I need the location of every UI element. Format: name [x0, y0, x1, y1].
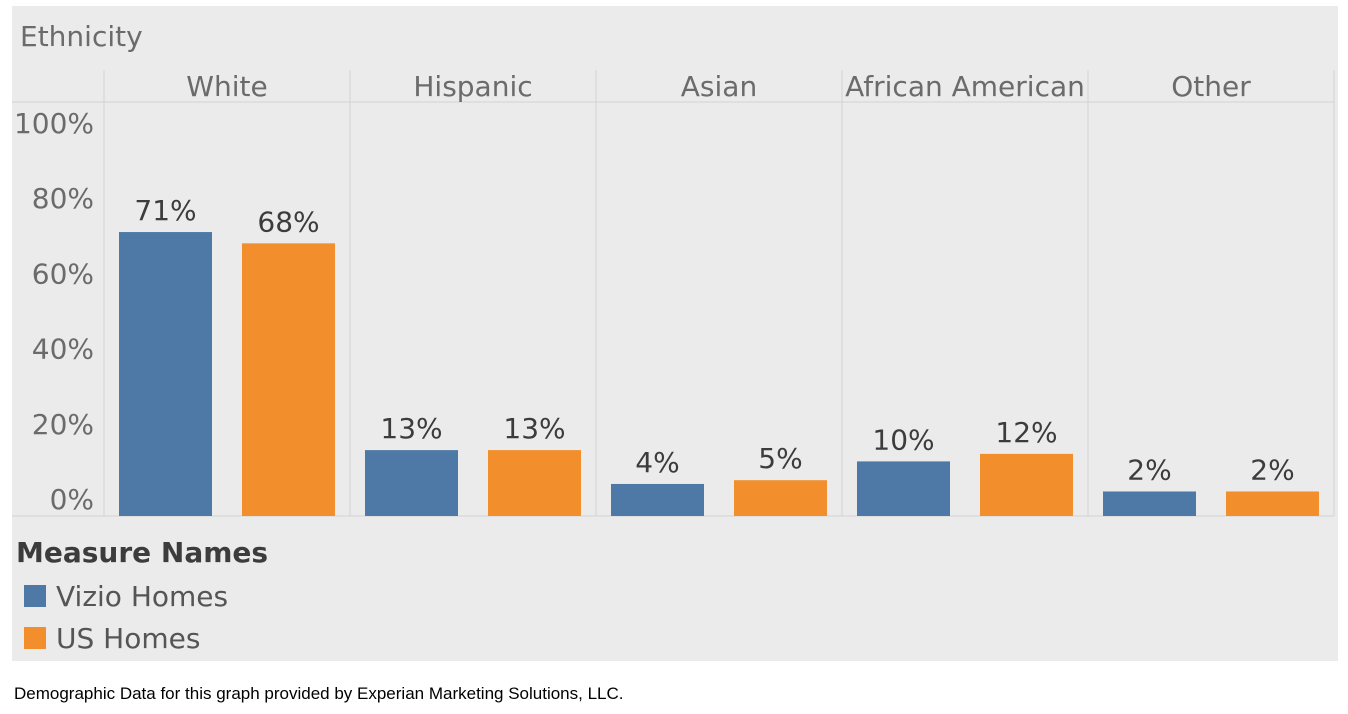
legend-title: Measure Names	[16, 536, 269, 569]
y-tick-label: 20%	[32, 408, 94, 441]
legend-item-us-homes[interactable]: US Homes	[16, 617, 268, 659]
bar-us-homes-white	[242, 243, 335, 516]
bar-vizio-homes-other	[1103, 491, 1196, 516]
chart-header-ethnicity: Ethnicity	[20, 20, 143, 53]
data-label-vizio-homes-hispanic: 13%	[380, 412, 442, 445]
category-header-hispanic: Hispanic	[413, 70, 532, 103]
data-label-vizio-homes-other: 2%	[1127, 453, 1171, 486]
legend-label-vizio-homes: Vizio Homes	[56, 579, 229, 613]
source-note: Demographic Data for this graph provided…	[14, 684, 624, 703]
bar-vizio-homes-white	[119, 232, 212, 517]
bar-vizio-homes-african-american	[857, 461, 950, 516]
chart-panel: White Hispanic Asian African American Other 0…	[12, 6, 1338, 661]
data-label-vizio-homes-white: 71%	[134, 194, 196, 227]
data-label-us-homes-other: 2%	[1250, 453, 1294, 486]
data-label-us-homes-white: 68%	[257, 205, 319, 238]
y-tick-label: 100%	[14, 107, 94, 140]
data-label-vizio-homes-african-american: 10%	[872, 423, 934, 456]
bar-vizio-homes-asian	[611, 483, 704, 516]
bar-us-homes-african-american	[980, 453, 1073, 516]
bar-us-homes-asian	[734, 480, 827, 516]
category-header-asian: Asian	[681, 70, 757, 103]
bar-us-homes-other	[1226, 491, 1319, 516]
legend-label-us-homes: US Homes	[56, 621, 201, 655]
y-tick-label: 0%	[50, 483, 94, 516]
data-label-us-homes-hispanic: 13%	[503, 412, 565, 445]
data-label-vizio-homes-asian: 4%	[635, 446, 679, 479]
y-tick-label: 60%	[32, 257, 94, 290]
data-label-us-homes-asian: 5%	[758, 442, 802, 475]
legend-swatch-us-homes	[24, 627, 46, 649]
bar-vizio-homes-hispanic	[365, 450, 458, 516]
y-tick-label: 80%	[32, 182, 94, 215]
y-tick-label: 40%	[32, 333, 94, 366]
legend-item-vizio-homes[interactable]: Vizio Homes	[16, 575, 268, 617]
category-header-white: White	[186, 70, 267, 103]
category-header-african-american: African American	[845, 70, 1085, 103]
bar-chart: White Hispanic Asian African American Other 0…	[12, 70, 1335, 517]
category-header-other: Other	[1171, 70, 1251, 103]
data-label-us-homes-african-american: 12%	[995, 416, 1057, 449]
legend-swatch-vizio-homes	[24, 585, 46, 607]
legend: Measure Names Vizio Homes US Homes	[16, 536, 268, 659]
bar-us-homes-hispanic	[488, 450, 581, 516]
